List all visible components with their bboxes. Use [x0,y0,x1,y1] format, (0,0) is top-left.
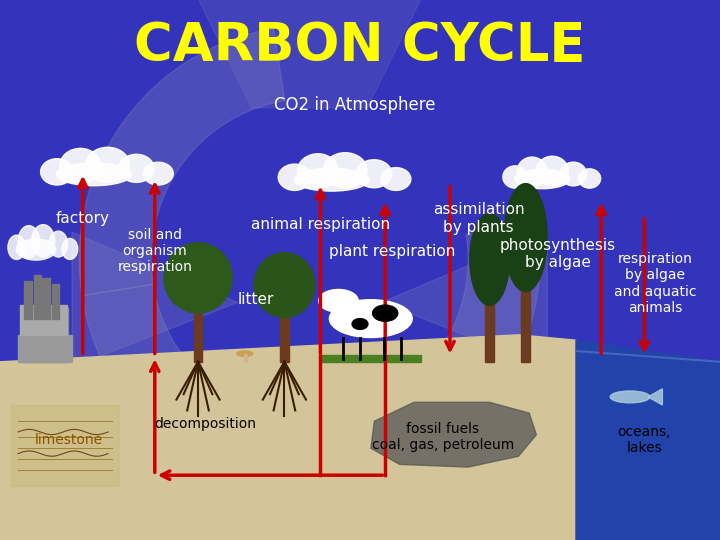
Ellipse shape [503,166,527,188]
Polygon shape [11,405,119,486]
Ellipse shape [86,147,130,183]
Polygon shape [576,340,720,540]
Polygon shape [0,335,576,540]
Text: photosynthesis
by algae: photosynthesis by algae [500,238,616,270]
Polygon shape [180,0,439,108]
Bar [42,278,50,319]
Bar [52,284,59,319]
Ellipse shape [18,226,40,258]
Polygon shape [79,29,285,296]
Ellipse shape [517,157,547,187]
Ellipse shape [62,239,78,260]
Ellipse shape [319,289,359,312]
Bar [244,354,247,362]
Ellipse shape [504,184,547,292]
Ellipse shape [16,239,56,260]
Ellipse shape [60,148,101,184]
Bar [521,275,530,362]
Text: fossil fuels
coal, gas, petroleum: fossil fuels coal, gas, petroleum [372,422,514,453]
Bar [22,308,68,362]
Polygon shape [72,232,238,367]
Text: animal respiration: animal respiration [251,217,390,232]
Ellipse shape [381,167,411,191]
Text: litter: litter [238,292,274,307]
Polygon shape [648,389,662,405]
Bar [320,355,421,362]
Polygon shape [382,232,547,367]
Ellipse shape [40,159,73,185]
Ellipse shape [49,231,68,257]
Ellipse shape [514,170,570,188]
Ellipse shape [297,154,338,189]
Ellipse shape [8,235,25,259]
Ellipse shape [32,225,55,257]
Ellipse shape [373,305,398,321]
Bar [20,305,67,335]
Text: limestone: limestone [35,433,102,447]
Text: plant respiration: plant respiration [329,244,456,259]
Ellipse shape [356,160,392,188]
Text: decomposition: decomposition [154,417,256,431]
Ellipse shape [352,319,368,329]
Ellipse shape [536,156,568,186]
Polygon shape [334,222,540,490]
Text: CARBON CYCLE: CARBON CYCLE [135,20,585,72]
Bar [24,281,32,319]
Polygon shape [371,402,536,467]
Ellipse shape [611,391,649,403]
Text: CO2 in Atmosphere: CO2 in Atmosphere [274,96,435,114]
Text: soil and
organism
respiration: soil and organism respiration [117,228,192,274]
Bar [280,308,289,362]
Ellipse shape [323,153,367,188]
Ellipse shape [330,300,412,338]
Bar [18,335,72,362]
Ellipse shape [56,163,132,186]
Ellipse shape [237,351,253,356]
Bar [34,275,41,319]
Text: oceans,
lakes: oceans, lakes [618,425,671,455]
Ellipse shape [164,242,233,313]
Ellipse shape [560,162,587,186]
Bar [194,302,202,362]
Text: respiration
by algae
and aquatic
animals: respiration by algae and aquatic animals [614,252,696,315]
Ellipse shape [143,162,174,185]
Ellipse shape [578,169,600,188]
Polygon shape [82,284,346,492]
Ellipse shape [254,253,315,318]
Ellipse shape [119,154,154,183]
Ellipse shape [294,168,369,191]
Text: assimilation
by plants: assimilation by plants [433,202,525,235]
Text: factory: factory [56,211,109,226]
Ellipse shape [278,164,311,191]
Ellipse shape [470,213,510,306]
Bar [485,292,494,362]
